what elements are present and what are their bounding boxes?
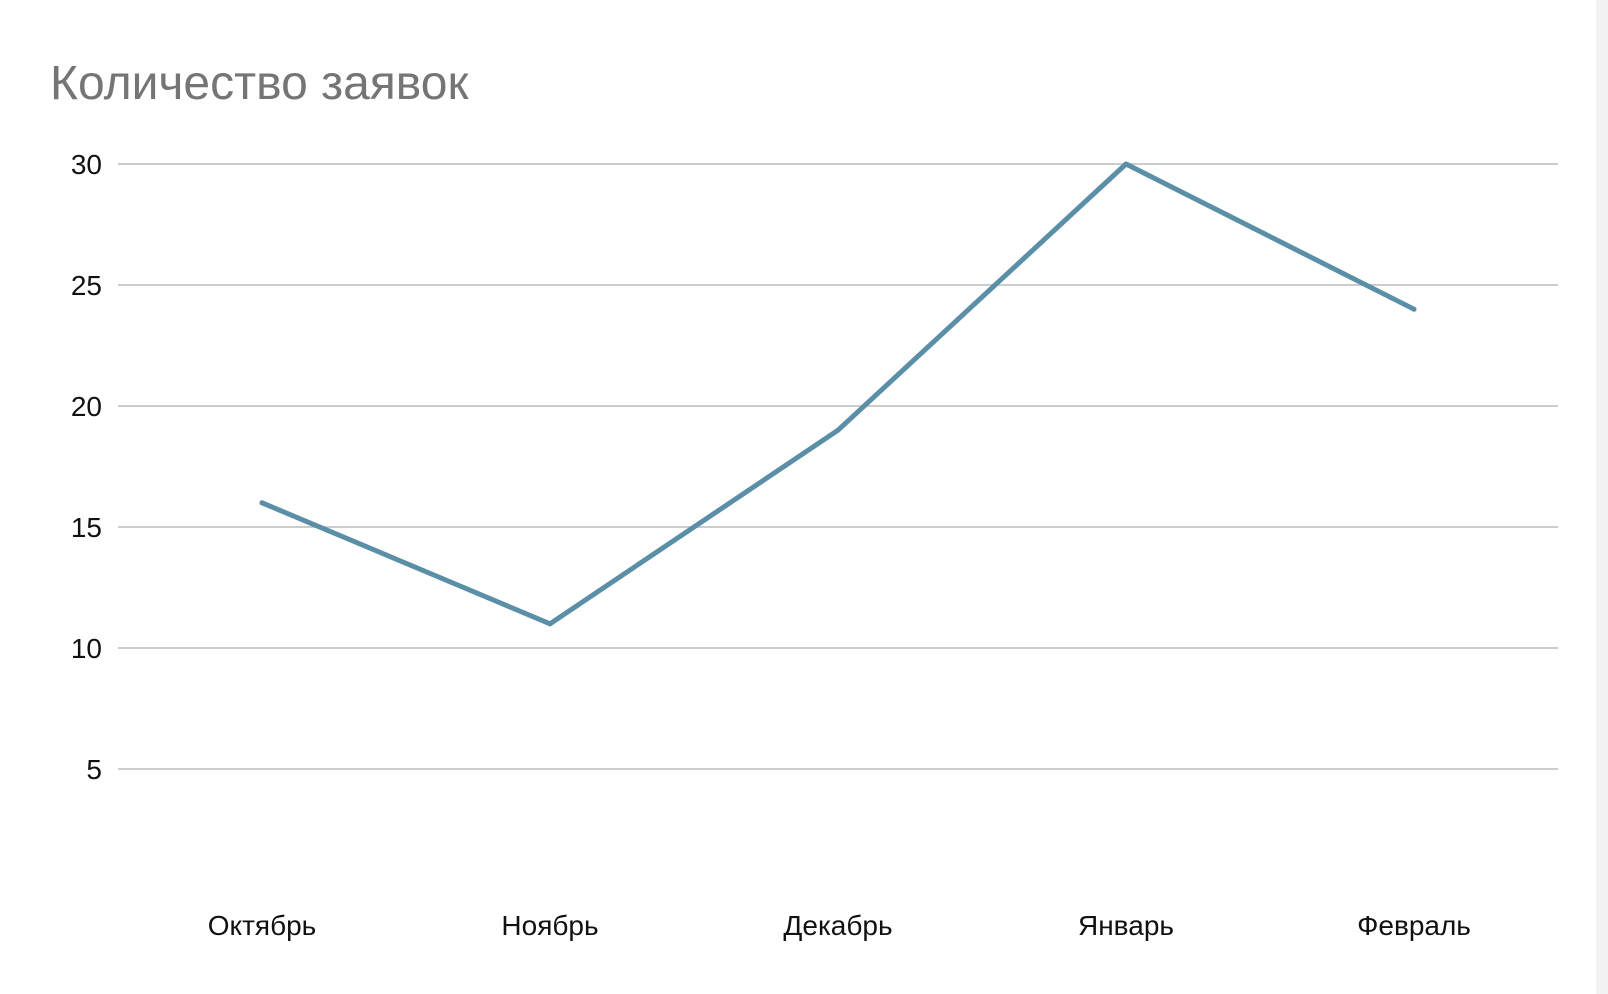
data-point <box>835 427 841 433</box>
data-point <box>259 500 265 506</box>
y-tick-label: 30 <box>71 149 102 180</box>
data-point <box>1123 161 1129 167</box>
data-point <box>547 621 553 627</box>
x-tick-label: Ноябрь <box>501 910 598 941</box>
x-tick-label: Декабрь <box>783 910 892 941</box>
chart-title: Количество заявок <box>50 57 469 110</box>
x-tick-label: Октябрь <box>208 910 317 941</box>
y-axis: 5 10 15 20 25 30 <box>71 149 102 785</box>
series <box>259 161 1417 627</box>
grid <box>118 163 1558 770</box>
y-tick-label: 25 <box>71 270 102 301</box>
y-tick-label: 20 <box>71 391 102 422</box>
y-tick-label: 5 <box>86 754 102 785</box>
y-tick-label: 15 <box>71 512 102 543</box>
y-tick-label: 10 <box>71 633 102 664</box>
x-axis: Октябрь Ноябрь Декабрь Январь Февраль <box>208 910 1471 941</box>
x-tick-label: Январь <box>1078 910 1174 941</box>
data-point <box>1411 306 1417 312</box>
x-tick-label: Февраль <box>1357 910 1471 941</box>
right-edge-strip <box>1596 0 1608 994</box>
